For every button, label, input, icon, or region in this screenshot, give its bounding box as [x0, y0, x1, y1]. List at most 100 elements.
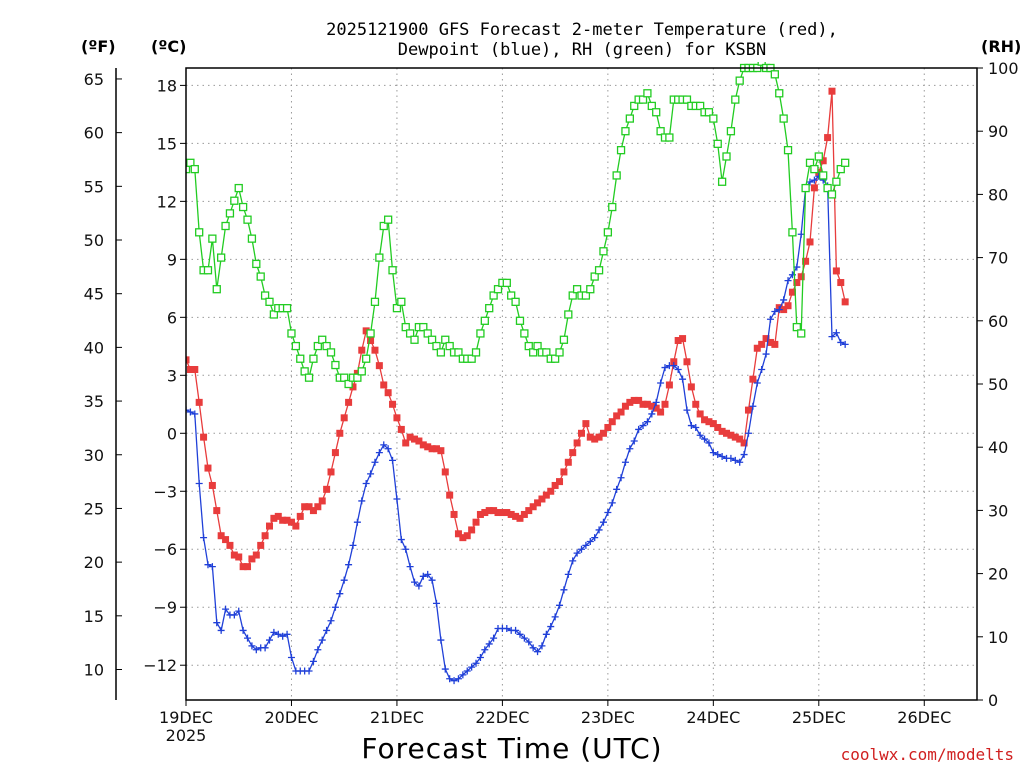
- data-point: [393, 414, 401, 422]
- data-point: [234, 183, 243, 193]
- x-tick-label: 25DEC: [792, 708, 846, 727]
- fahrenheit-tick-label: 60: [84, 124, 104, 143]
- data-point: [380, 441, 388, 449]
- data-point: [204, 464, 212, 472]
- data-point: [670, 362, 678, 370]
- data-point: [783, 146, 793, 155]
- data-point: [749, 402, 757, 410]
- data-point: [735, 76, 744, 85]
- data-point: [643, 418, 651, 426]
- data-point: [613, 412, 621, 420]
- data-point: [705, 439, 713, 447]
- data-point: [802, 257, 810, 265]
- data-point: [758, 340, 766, 348]
- data-point: [827, 190, 837, 199]
- data-point: [217, 532, 225, 540]
- data-point: [256, 272, 265, 281]
- data-point: [828, 333, 836, 341]
- rh-unit-label: (RH): [981, 37, 1021, 56]
- data-point: [638, 95, 648, 104]
- data-point: [520, 634, 528, 642]
- data-point: [837, 338, 845, 346]
- fahrenheit-tick-label: 40: [84, 338, 104, 357]
- data-point: [186, 366, 194, 374]
- data-point: [648, 402, 656, 410]
- data-point: [801, 183, 810, 193]
- data-point: [260, 291, 270, 300]
- celsius-tick-label: −6: [153, 540, 177, 559]
- data-point: [432, 445, 440, 453]
- data-point: [208, 563, 216, 571]
- data-point: [714, 451, 722, 459]
- data-point: [190, 164, 199, 174]
- series-dewpoint: [186, 172, 849, 685]
- data-point: [392, 304, 402, 313]
- data-point: [225, 209, 235, 218]
- data-point: [643, 400, 651, 408]
- data-point: [450, 510, 458, 518]
- celsius-tick-label: −3: [153, 482, 177, 501]
- axes: 1815129630−3−6−9−12656055504540353025201…: [84, 59, 1019, 745]
- data-point: [550, 354, 560, 363]
- data-point: [485, 640, 493, 648]
- data-point: [287, 518, 295, 526]
- data-point: [370, 297, 380, 306]
- data-point: [779, 114, 788, 123]
- data-point: [244, 634, 252, 642]
- data-point: [542, 630, 550, 638]
- plot-frame: [185, 67, 978, 701]
- data-point: [621, 402, 629, 410]
- data-point: [762, 350, 770, 358]
- data-point: [419, 572, 427, 580]
- data-point: [717, 177, 727, 186]
- data-point: [736, 435, 744, 443]
- data-point: [186, 164, 191, 174]
- data-point: [559, 335, 569, 344]
- data-point: [722, 152, 731, 161]
- data-point: [265, 636, 273, 644]
- data-point: [595, 526, 603, 534]
- data-point: [709, 420, 717, 428]
- data-point: [238, 202, 248, 212]
- celsius-tick-label: 15: [157, 134, 177, 153]
- data-point: [529, 503, 537, 511]
- data-point: [590, 272, 599, 281]
- data-point: [248, 642, 256, 650]
- data-point: [520, 329, 529, 338]
- data-point: [362, 480, 370, 488]
- data-point: [780, 306, 788, 314]
- data-point: [424, 443, 432, 451]
- data-point: [314, 503, 322, 511]
- data-point: [274, 630, 282, 638]
- data-point: [468, 526, 476, 534]
- data-point: [647, 101, 656, 111]
- data-point: [327, 468, 335, 476]
- data-point: [757, 62, 766, 66]
- data-point: [419, 322, 428, 332]
- data-point: [208, 481, 216, 489]
- celsius-tick-label: 9: [167, 250, 177, 269]
- data-point: [529, 348, 538, 357]
- data-point: [639, 400, 647, 408]
- data-point: [204, 561, 212, 569]
- data-point: [454, 348, 463, 357]
- series-relative-humidity: [186, 62, 850, 389]
- data-point: [674, 337, 682, 345]
- data-point: [490, 507, 498, 515]
- data-point: [195, 398, 203, 406]
- data-point: [331, 603, 339, 611]
- data-point: [384, 389, 392, 397]
- data-point: [731, 95, 740, 104]
- data-point: [389, 400, 397, 408]
- data-point: [604, 509, 612, 517]
- data-point: [599, 247, 608, 256]
- data-point: [770, 70, 780, 79]
- data-point: [696, 431, 704, 439]
- data-point: [564, 570, 572, 578]
- data-point: [621, 127, 630, 136]
- data-point: [705, 418, 713, 426]
- data-point: [551, 613, 559, 621]
- data-point: [784, 277, 792, 285]
- data-point: [599, 518, 607, 526]
- fahrenheit-tick-label: 30: [84, 446, 104, 465]
